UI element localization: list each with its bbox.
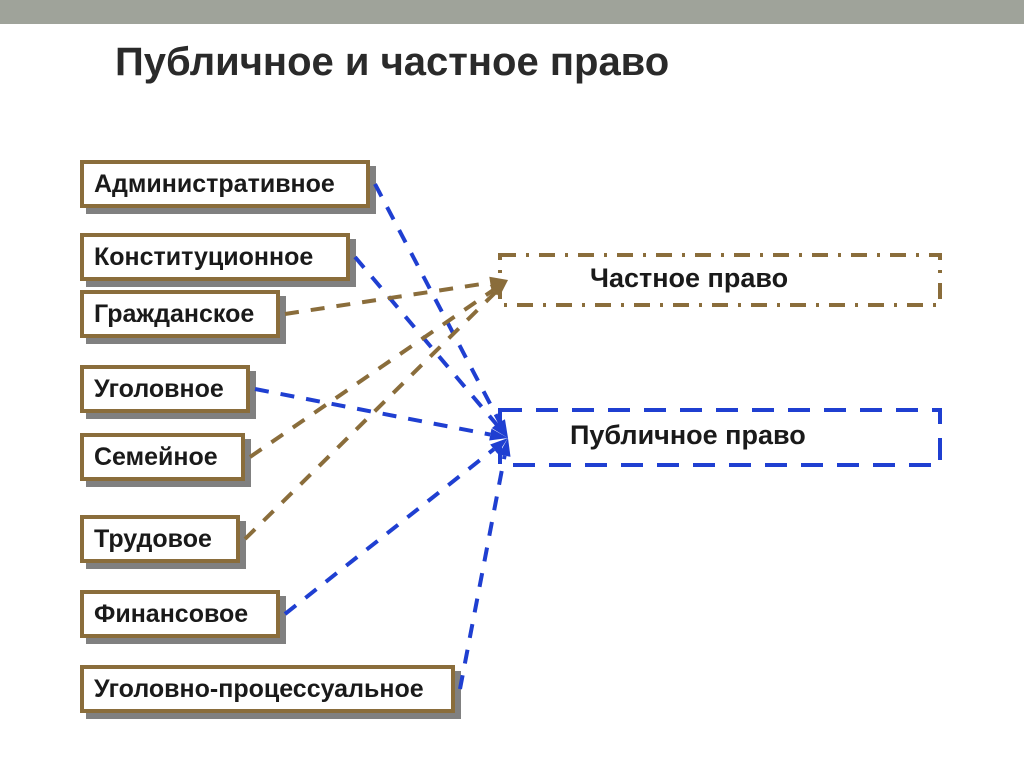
left-box-label: Финансовое — [80, 590, 280, 638]
left-box-label: Семейное — [80, 433, 245, 481]
target-label-public: Публичное право — [570, 420, 806, 451]
left-box-label: Уголовно-процессуальное — [80, 665, 455, 713]
left-box-family: Семейное — [80, 433, 251, 487]
arrow-line-const — [355, 257, 496, 424]
left-box-fin: Финансовое — [80, 590, 286, 644]
arrow-head-fin — [490, 438, 508, 454]
arrow-line-admin — [375, 184, 500, 422]
arrow-head-const — [492, 420, 508, 438]
arrow-line-crim — [255, 389, 490, 435]
left-box-civil: Гражданское — [80, 290, 286, 344]
left-box-label: Уголовное — [80, 365, 250, 413]
arrow-line-family — [250, 290, 493, 457]
arrow-head-civil — [489, 277, 508, 289]
top-bar — [0, 0, 1024, 24]
left-box-label: Конституционное — [80, 233, 350, 281]
left-box-label: Гражданское — [80, 290, 280, 338]
left-box-label: Трудовое — [80, 515, 240, 563]
page-title: Публичное и частное право — [115, 40, 669, 85]
target-label-private: Частное право — [590, 263, 788, 294]
arrow-head-family — [490, 280, 508, 295]
left-box-admin: Административное — [80, 160, 376, 214]
arrow-line-fin — [285, 449, 494, 614]
left-box-label: Административное — [80, 160, 370, 208]
arrow-line-crimpr — [460, 456, 505, 689]
left-box-labor: Трудовое — [80, 515, 246, 569]
left-box-crim: Уголовное — [80, 365, 256, 419]
arrow-head-admin — [494, 419, 508, 438]
arrow-line-civil — [285, 283, 490, 314]
arrow-head-crim — [489, 429, 508, 441]
left-box-const: Конституционное — [80, 233, 356, 287]
left-box-crimpr: Уголовно-процессуальное — [80, 665, 461, 719]
arrow-head-labor — [491, 280, 508, 297]
arrow-head-crimpr — [499, 438, 511, 457]
